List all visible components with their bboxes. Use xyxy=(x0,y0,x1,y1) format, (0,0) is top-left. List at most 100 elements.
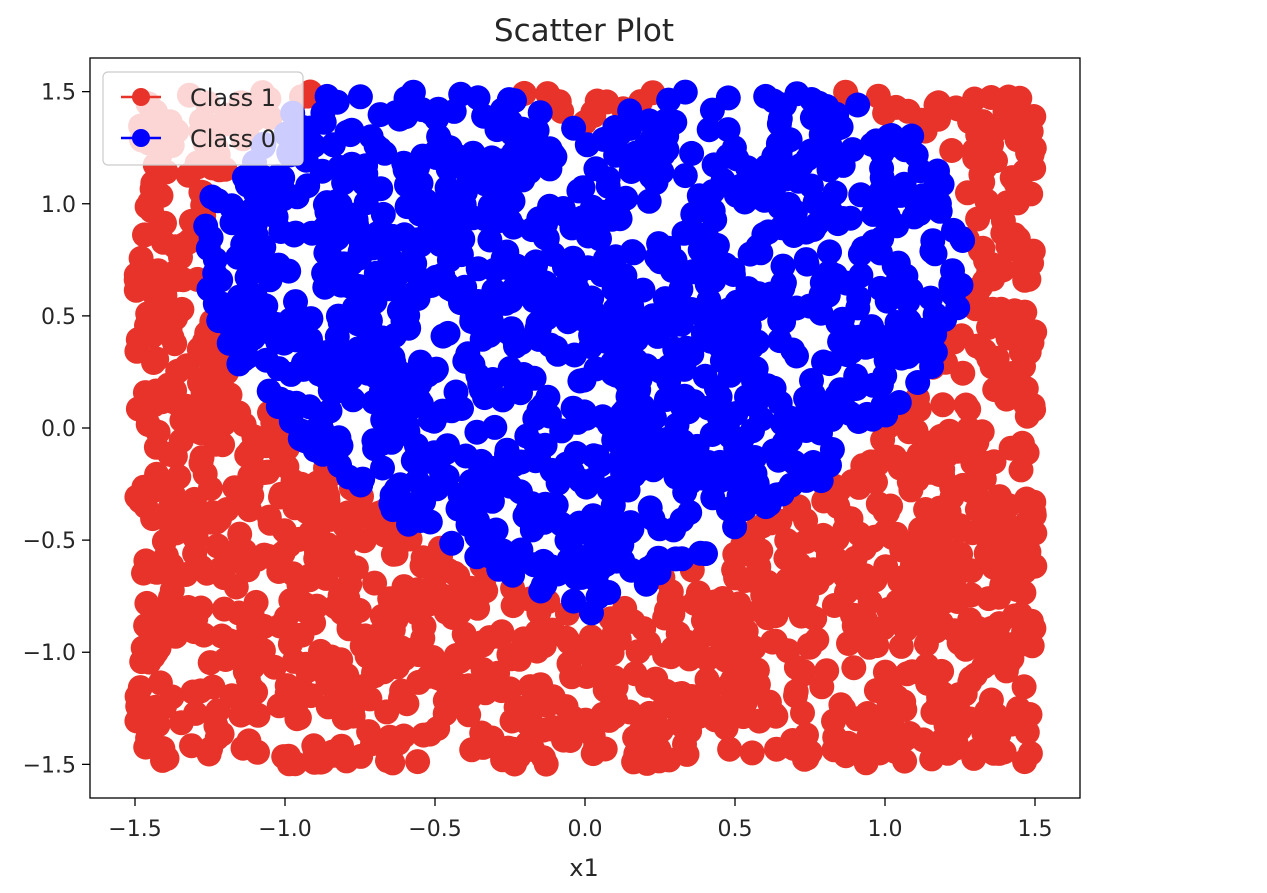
point-class-0 xyxy=(482,257,508,283)
point-class-1 xyxy=(150,229,176,255)
point-class-0 xyxy=(336,464,362,490)
point-class-1 xyxy=(470,734,496,760)
point-class-1 xyxy=(402,636,428,662)
point-class-0 xyxy=(675,399,701,425)
point-class-1 xyxy=(999,165,1025,191)
point-class-0 xyxy=(715,496,741,522)
point-class-1 xyxy=(211,596,237,622)
x-axis-label: x1 xyxy=(569,854,598,882)
point-class-0 xyxy=(469,326,495,352)
points-class-1 xyxy=(123,79,1048,777)
point-class-1 xyxy=(224,629,250,655)
point-class-1 xyxy=(980,266,1006,292)
point-class-0 xyxy=(859,314,885,340)
point-class-1 xyxy=(251,542,277,568)
point-class-0 xyxy=(362,436,388,462)
point-class-0 xyxy=(617,115,643,141)
point-class-1 xyxy=(183,700,208,726)
point-class-1 xyxy=(848,741,874,767)
point-class-1 xyxy=(746,708,772,734)
point-class-0 xyxy=(633,571,659,597)
point-class-0 xyxy=(479,488,505,514)
point-class-0 xyxy=(456,165,482,190)
point-class-0 xyxy=(208,267,234,293)
point-class-0 xyxy=(591,126,617,152)
point-class-0 xyxy=(370,455,395,481)
point-class-0 xyxy=(465,297,491,323)
point-class-1 xyxy=(484,674,510,700)
point-class-1 xyxy=(197,361,223,386)
point-class-0 xyxy=(502,448,528,474)
legend-box xyxy=(102,71,304,166)
point-class-1 xyxy=(304,746,330,772)
point-class-0 xyxy=(769,215,794,241)
point-class-1 xyxy=(836,631,861,656)
point-class-0 xyxy=(696,117,722,143)
point-class-0 xyxy=(588,538,614,564)
point-class-0 xyxy=(372,140,398,166)
point-class-0 xyxy=(770,271,796,296)
point-class-1 xyxy=(1014,403,1040,429)
point-class-0 xyxy=(344,211,369,237)
point-class-0 xyxy=(581,443,607,469)
point-class-1 xyxy=(953,392,979,418)
point-class-1 xyxy=(646,737,672,763)
legend-label-class-0: Class 0 xyxy=(190,125,276,153)
point-class-1 xyxy=(315,694,341,720)
point-class-0 xyxy=(387,472,413,498)
point-class-1 xyxy=(982,118,1008,144)
point-class-1 xyxy=(983,148,1008,174)
point-class-0 xyxy=(391,387,417,413)
point-class-1 xyxy=(581,103,607,128)
point-class-0 xyxy=(514,423,540,449)
point-class-1 xyxy=(377,634,403,660)
point-class-1 xyxy=(170,602,196,628)
point-class-0 xyxy=(786,168,811,194)
point-class-0 xyxy=(578,334,604,360)
point-class-1 xyxy=(899,590,925,616)
point-class-1 xyxy=(939,474,965,500)
point-class-0 xyxy=(523,448,549,474)
point-class-1 xyxy=(739,740,765,766)
point-class-0 xyxy=(330,374,356,400)
point-class-1 xyxy=(357,686,383,712)
point-class-0 xyxy=(600,360,626,386)
point-class-1 xyxy=(236,497,262,523)
point-class-0 xyxy=(811,192,837,218)
point-class-0 xyxy=(535,384,561,410)
point-class-0 xyxy=(380,497,406,523)
point-class-1 xyxy=(236,728,262,754)
point-class-0 xyxy=(652,286,678,312)
point-class-1 xyxy=(143,378,169,404)
point-class-0 xyxy=(295,352,321,378)
point-class-0 xyxy=(630,277,656,303)
point-class-0 xyxy=(430,398,456,424)
point-class-1 xyxy=(274,454,300,480)
point-class-1 xyxy=(998,435,1024,461)
point-class-0 xyxy=(339,151,365,177)
point-class-0 xyxy=(528,578,554,604)
point-class-0 xyxy=(560,277,586,303)
point-class-0 xyxy=(561,115,587,141)
point-class-0 xyxy=(508,380,533,406)
point-class-1 xyxy=(133,613,159,639)
point-class-1 xyxy=(602,703,628,729)
point-class-0 xyxy=(419,198,445,224)
point-class-0 xyxy=(524,118,550,143)
point-class-1 xyxy=(842,602,868,628)
point-class-0 xyxy=(523,249,549,275)
x-tick-label: 0.0 xyxy=(568,817,603,842)
point-class-1 xyxy=(700,621,726,646)
point-class-1 xyxy=(982,377,1008,403)
point-class-0 xyxy=(465,362,491,388)
point-class-0 xyxy=(656,87,682,113)
point-class-1 xyxy=(499,708,525,734)
x-tick-label: 0.5 xyxy=(718,817,753,842)
point-class-1 xyxy=(130,635,156,661)
point-class-0 xyxy=(706,404,732,430)
point-class-0 xyxy=(623,140,649,166)
point-class-1 xyxy=(530,717,556,743)
point-class-1 xyxy=(261,654,287,680)
point-class-0 xyxy=(693,541,718,567)
point-class-0 xyxy=(892,137,918,163)
